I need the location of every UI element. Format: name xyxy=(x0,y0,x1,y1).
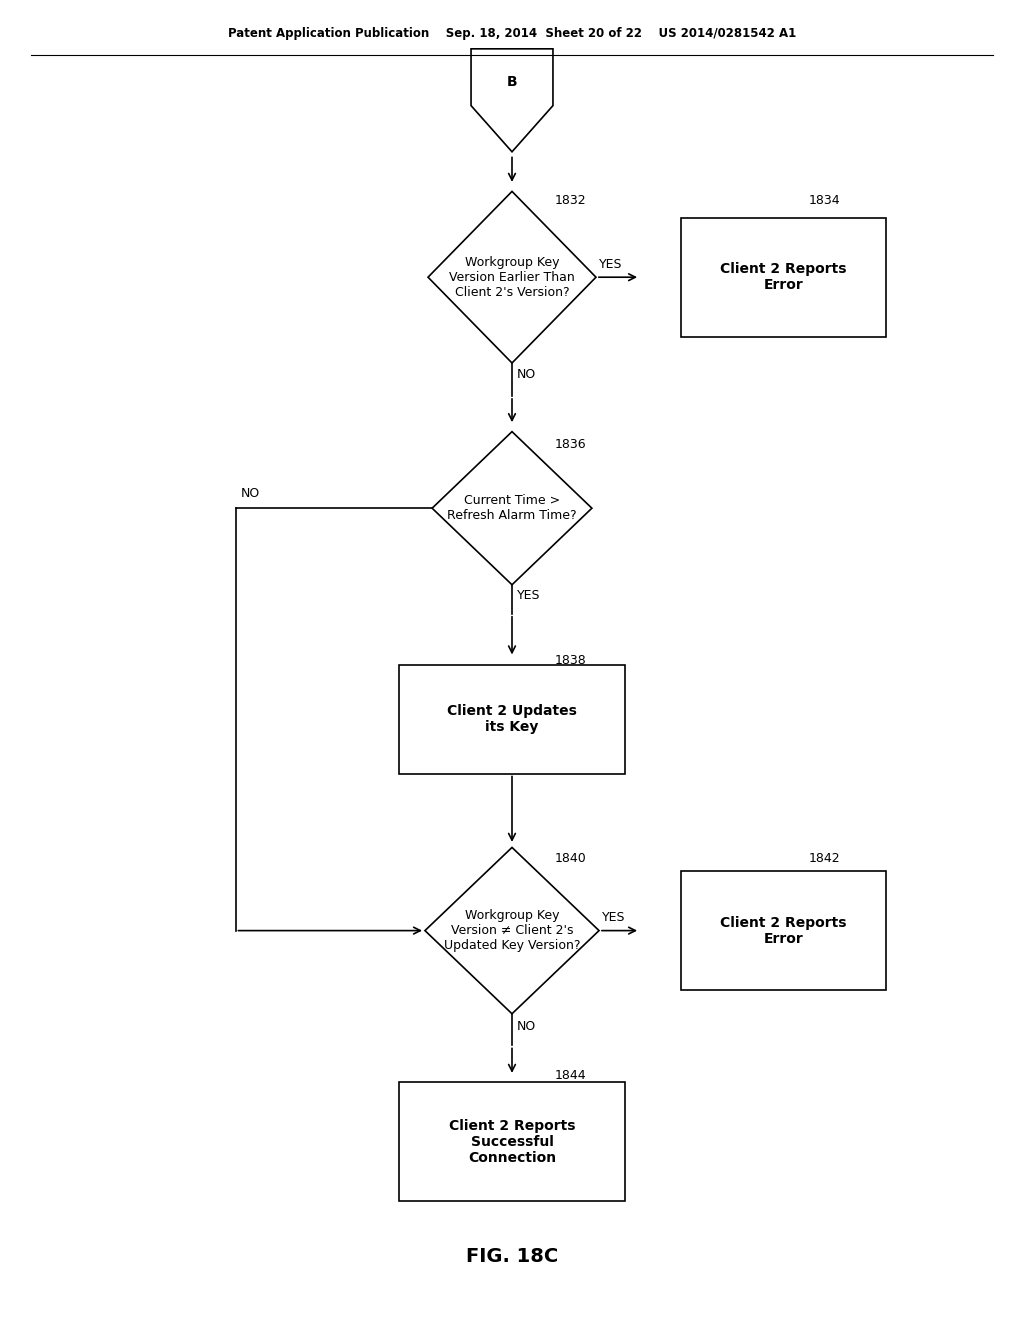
Text: NO: NO xyxy=(517,1020,537,1034)
Text: YES: YES xyxy=(602,911,626,924)
Text: Workgroup Key
Version ≠ Client 2's
Updated Key Version?: Workgroup Key Version ≠ Client 2's Updat… xyxy=(443,909,581,952)
Text: B: B xyxy=(507,75,517,88)
Text: Client 2 Reports
Error: Client 2 Reports Error xyxy=(720,916,847,945)
Text: 1834: 1834 xyxy=(809,194,841,207)
Text: Client 2 Reports
Error: Client 2 Reports Error xyxy=(720,263,847,292)
Text: NO: NO xyxy=(241,487,260,500)
Text: 1838: 1838 xyxy=(555,653,587,667)
Text: 1840: 1840 xyxy=(555,851,587,865)
Text: 1842: 1842 xyxy=(809,851,841,865)
Text: FIG. 18C: FIG. 18C xyxy=(466,1247,558,1266)
Text: Patent Application Publication    Sep. 18, 2014  Sheet 20 of 22    US 2014/02815: Patent Application Publication Sep. 18, … xyxy=(228,26,796,40)
Text: Client 2 Updates
its Key: Client 2 Updates its Key xyxy=(447,705,577,734)
Text: Current Time >
Refresh Alarm Time?: Current Time > Refresh Alarm Time? xyxy=(447,494,577,523)
Text: YES: YES xyxy=(599,257,623,271)
Text: 1844: 1844 xyxy=(555,1069,587,1082)
Text: Workgroup Key
Version Earlier Than
Client 2's Version?: Workgroup Key Version Earlier Than Clien… xyxy=(450,256,574,298)
Text: 1832: 1832 xyxy=(555,194,587,207)
Text: 1836: 1836 xyxy=(555,438,587,451)
Text: YES: YES xyxy=(517,589,541,602)
Text: NO: NO xyxy=(517,368,537,381)
Text: Client 2 Reports
Successful
Connection: Client 2 Reports Successful Connection xyxy=(449,1118,575,1166)
